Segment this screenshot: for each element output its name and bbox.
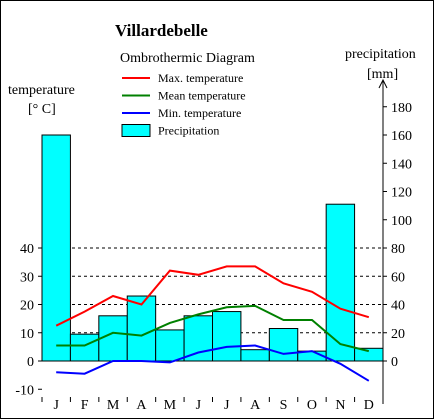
legend-label: Max. temperature <box>158 71 243 85</box>
left-axis-tick-label: 20 <box>20 299 34 314</box>
axes: -10 0 10 20 30 40 0 20 40 60 80 100 120 140 160 180 J F M A… <box>15 78 412 413</box>
month-label: O <box>307 398 317 413</box>
left-axis-tick-label: 30 <box>20 270 34 285</box>
legend-label: Mean temperature <box>158 89 246 103</box>
month-label: A <box>250 398 261 413</box>
precipitation-bar <box>155 329 185 362</box>
right-axis-arrow <box>378 78 388 89</box>
precipitation-bar <box>325 203 356 362</box>
right-axis-label: precipitation <box>345 47 416 62</box>
left-axis-tick-label: -10 <box>15 383 34 398</box>
precipitation-bar <box>69 333 100 362</box>
right-axis-tick-label: 80 <box>391 242 405 257</box>
left-axis-unit: [° C] <box>28 102 56 117</box>
month-label: F <box>81 398 89 413</box>
month-label: M <box>164 398 177 413</box>
legend-label: Min. temperature <box>158 106 241 120</box>
mean-temperature-line <box>56 304 370 353</box>
right-axis-tick-label: 0 <box>391 355 398 370</box>
right-axis-tick-label: 60 <box>391 270 405 285</box>
precipitation-bar <box>41 134 71 362</box>
right-axis-tick-label: 40 <box>391 299 405 314</box>
precipitation-bar <box>183 315 213 362</box>
left-axis-tick-label: 40 <box>20 242 34 257</box>
right-axis-unit: [mm] <box>367 67 398 82</box>
right-axis-tick-label: 180 <box>391 101 412 116</box>
right-axis-tick-label: 140 <box>391 157 412 172</box>
precipitation-bar <box>240 349 270 362</box>
month-label: S <box>280 398 288 413</box>
precipitation-bar <box>98 315 128 362</box>
precipitation-bar <box>126 295 157 362</box>
month-label: N <box>335 398 345 413</box>
temperature-lines <box>55 265 370 382</box>
min-temperature-line <box>56 344 370 382</box>
left-axis-label: temperature <box>8 83 75 98</box>
month-label: J <box>53 398 59 413</box>
right-axis-tick-label: 120 <box>391 186 412 201</box>
legend: Max. temperature Mean temperature Min. tem… <box>121 71 246 138</box>
month-label: M <box>107 398 120 413</box>
month-label: A <box>136 398 147 413</box>
max-temperature-line <box>55 265 370 327</box>
right-axis-tick-label: 20 <box>391 327 405 342</box>
legend-label: Precipitation <box>158 124 219 138</box>
month-label: J <box>196 398 202 413</box>
legend-swatch <box>121 124 151 137</box>
precipitation-bar <box>268 328 299 362</box>
right-axis-tick-label: 100 <box>391 214 412 229</box>
left-axis-tick-label: 10 <box>20 327 34 342</box>
month-label: D <box>364 398 374 413</box>
left-axis-tick-label: 0 <box>27 355 34 370</box>
precipitation-bar <box>212 311 242 362</box>
month-label: J <box>224 398 230 413</box>
chart-title: Villardebelle <box>115 21 208 40</box>
right-axis-tick-label: 160 <box>391 129 412 144</box>
chart-subtitle: Ombrothermic Diagram <box>120 51 255 66</box>
